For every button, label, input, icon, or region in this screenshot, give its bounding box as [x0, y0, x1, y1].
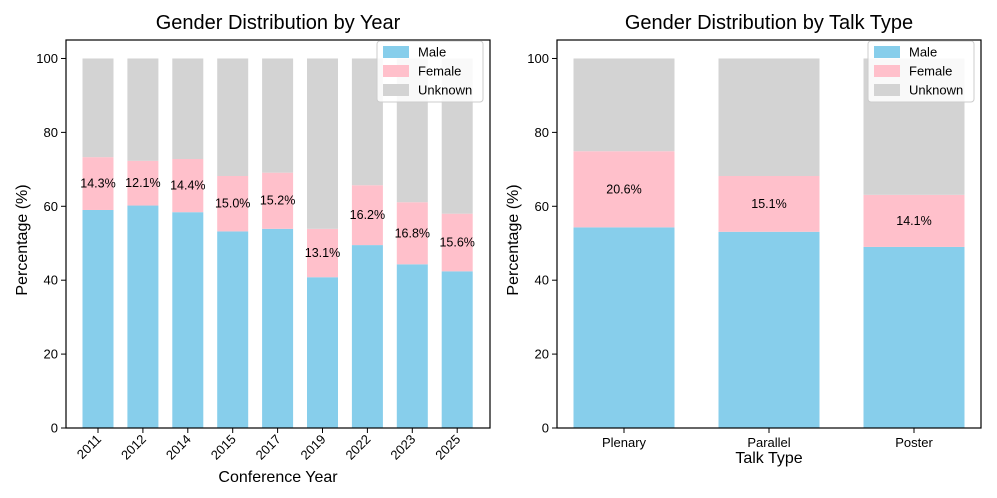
- bar-unknown-2012: [127, 58, 159, 161]
- female-percent-label: 14.3%: [80, 177, 115, 191]
- bar-male-2015: [217, 231, 249, 428]
- x-axis-label: Conference Year: [218, 469, 338, 486]
- x-tick-label: Poster: [895, 435, 933, 450]
- bar-unknown-2011: [82, 58, 114, 158]
- bar-male-2014: [172, 212, 204, 428]
- x-tick-label: Plenary: [602, 435, 647, 450]
- legend-swatch-female: [874, 65, 900, 77]
- legend-label-female: Female: [418, 64, 461, 79]
- legend-swatch-male: [874, 46, 900, 58]
- y-tick-label: 100: [527, 51, 549, 66]
- bar-unknown-2017: [262, 58, 294, 173]
- y-axis-label: Percentage (%): [14, 184, 31, 295]
- bar-female-2014: [172, 158, 204, 213]
- female-percent-label: 12.1%: [125, 176, 160, 190]
- legend-swatch-female: [383, 65, 409, 77]
- bar-unknown-2015: [217, 58, 249, 176]
- x-tick-label: 2022: [342, 432, 373, 463]
- y-tick-label: 0: [542, 421, 549, 436]
- female-percent-label: 15.2%: [260, 194, 295, 208]
- x-axis-label: Talk Type: [735, 450, 802, 467]
- x-tick-label: 2023: [387, 432, 418, 463]
- legend-swatch-unknown: [874, 84, 900, 96]
- y-tick-label: 40: [535, 273, 549, 288]
- bar-female-2019: [307, 228, 338, 278]
- y-tick-label: 20: [44, 347, 58, 362]
- x-tick-label: 2025: [432, 432, 463, 463]
- bar-female-2023: [396, 202, 428, 265]
- x-tick-label: 2012: [118, 432, 149, 463]
- y-tick-label: 60: [535, 199, 549, 214]
- x-tick-label: 2011: [74, 432, 104, 462]
- chart-gender-by-talk-type: Gender Distribution by Talk Type Talk Ty…: [505, 12, 982, 467]
- legend-label-male: Male: [418, 45, 446, 60]
- bar-male-2025: [441, 271, 473, 428]
- legend-label-male: Male: [909, 45, 937, 60]
- female-percent-label: 16.8%: [395, 226, 430, 240]
- bar-female-2011: [82, 157, 114, 210]
- bar-female-2017: [262, 172, 294, 229]
- x-tick-label: 2014: [163, 432, 194, 463]
- bar-male-2023: [396, 264, 428, 428]
- legend-label-unknown: Unknown: [909, 83, 963, 98]
- bar-male-2017: [262, 228, 294, 428]
- x-tick-label: 2015: [208, 432, 239, 463]
- plot-area: 20.6% 15.1% 14.1% 0 20 40 60 80 100 Plenary Parall…: [527, 39, 982, 450]
- bar-male-poster: [863, 246, 965, 428]
- y-tick-label: 20: [535, 347, 549, 362]
- chart-title: Gender Distribution by Year: [156, 12, 401, 34]
- female-percent-label: 15.0%: [215, 197, 250, 211]
- female-percent-label: 20.6%: [606, 182, 641, 196]
- y-tick-label: 80: [44, 125, 58, 140]
- y-tick-label: 80: [535, 125, 549, 140]
- chart-title: Gender Distribution by Talk Type: [625, 12, 913, 34]
- legend-label-unknown: Unknown: [418, 83, 472, 98]
- female-percent-label: 16.2%: [350, 208, 385, 222]
- bar-male-2019: [307, 277, 338, 428]
- bar-female-2025: [441, 213, 473, 272]
- y-axis-label: Percentage (%): [505, 184, 522, 295]
- female-percent-label: 15.6%: [439, 236, 474, 250]
- legend-label-female: Female: [909, 64, 952, 79]
- female-percent-label: 15.1%: [751, 197, 786, 211]
- legend-swatch-male: [383, 46, 409, 58]
- bar-female-plenary: [573, 151, 675, 228]
- female-percent-label: 13.1%: [305, 246, 340, 260]
- bar-unknown-plenary: [573, 58, 675, 152]
- bar-male-parallel: [718, 231, 820, 428]
- bar-unknown-2019: [307, 58, 338, 229]
- x-tick-label: Parallel: [747, 435, 790, 450]
- bar-female-2022: [351, 185, 383, 246]
- legend-swatch-unknown: [383, 84, 409, 96]
- bar-male-2011: [82, 209, 114, 428]
- chart-gender-by-year: Gender Distribution by Year Conference Y…: [14, 12, 491, 486]
- legend: Male Female Unknown: [867, 40, 975, 103]
- bar-male-plenary: [573, 227, 675, 428]
- legend: Male Female Unknown: [376, 40, 484, 103]
- plot-area: 14.3% 12.1% 14.4% 15.0% 15.2% 13.1% 16.2% 16.8%…: [36, 39, 491, 463]
- bar-female-2012: [127, 160, 159, 206]
- bar-unknown-parallel: [718, 58, 820, 176]
- bar-female-poster: [863, 194, 965, 247]
- y-tick-label: 40: [44, 273, 58, 288]
- bar-unknown-2014: [172, 58, 204, 159]
- x-tick-label: 2017: [253, 432, 284, 463]
- female-percent-label: 14.4%: [170, 179, 205, 193]
- bar-male-2012: [127, 205, 159, 428]
- female-percent-label: 14.1%: [896, 214, 931, 228]
- y-tick-label: 60: [44, 199, 58, 214]
- y-tick-label: 100: [36, 51, 58, 66]
- x-tick-label: 2019: [298, 432, 329, 463]
- bar-male-2022: [351, 245, 383, 428]
- bar-female-2015: [217, 175, 249, 232]
- y-tick-label: 0: [51, 421, 58, 436]
- bar-female-parallel: [718, 175, 820, 232]
